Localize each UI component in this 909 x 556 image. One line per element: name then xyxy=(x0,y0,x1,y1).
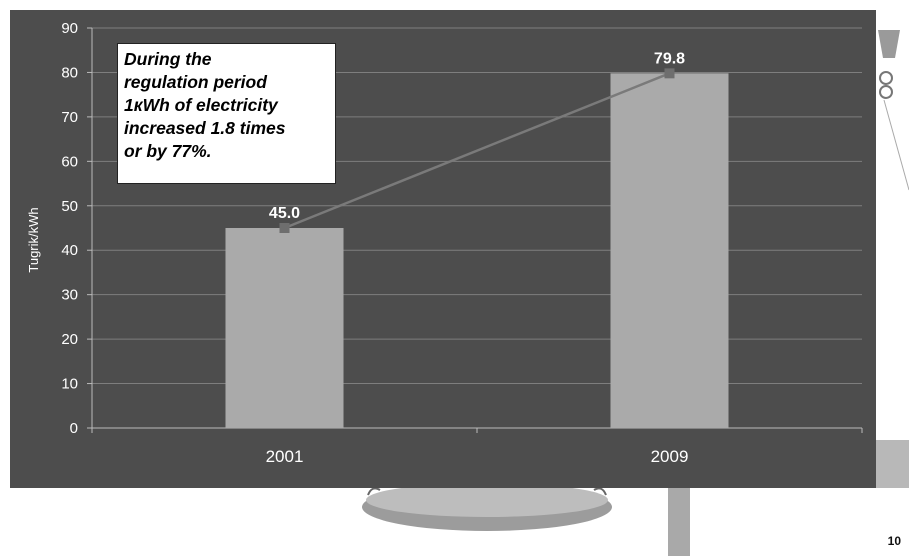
y-tick-label: 40 xyxy=(61,242,78,259)
annotation-box: During the regulation period 1кWh of ele… xyxy=(117,43,336,184)
annotation-line: regulation period xyxy=(124,72,267,92)
annotation-line: During the xyxy=(124,49,212,69)
y-tick-label: 70 xyxy=(61,109,78,126)
bar xyxy=(225,228,344,428)
page-number: 10 xyxy=(887,534,901,548)
y-tick-label: 80 xyxy=(61,64,78,81)
y-tick-label: 60 xyxy=(61,153,78,170)
y-axis-label: Tugrik/kWh xyxy=(26,207,41,272)
data-point-marker xyxy=(664,68,675,79)
y-tick-label: 30 xyxy=(61,287,78,304)
annotation-line: or by 77%. xyxy=(124,141,212,161)
data-label: 45.0 xyxy=(269,205,300,222)
y-tick-label: 90 xyxy=(61,20,78,37)
annotation-line: increased 1.8 times xyxy=(124,118,286,138)
x-tick-label: 2001 xyxy=(266,447,304,466)
annotation-line: 1кWh of electricity xyxy=(124,95,278,115)
y-tick-label: 0 xyxy=(70,420,78,437)
y-tick-label: 20 xyxy=(61,331,78,348)
series-line xyxy=(284,72,670,230)
data-label: 79.8 xyxy=(654,50,685,67)
x-tick-label: 2009 xyxy=(651,447,689,466)
labels: 2001 45.0 2009 79.8 xyxy=(266,50,689,466)
bars xyxy=(225,73,729,429)
data-point-marker xyxy=(279,223,290,233)
trend-line xyxy=(279,68,675,233)
y-tick-label: 50 xyxy=(61,198,78,215)
bar xyxy=(610,73,729,429)
axes: 0 10 20 30 40 50 60 70 80 90 xyxy=(61,20,863,437)
y-tick-label: 10 xyxy=(61,376,78,393)
